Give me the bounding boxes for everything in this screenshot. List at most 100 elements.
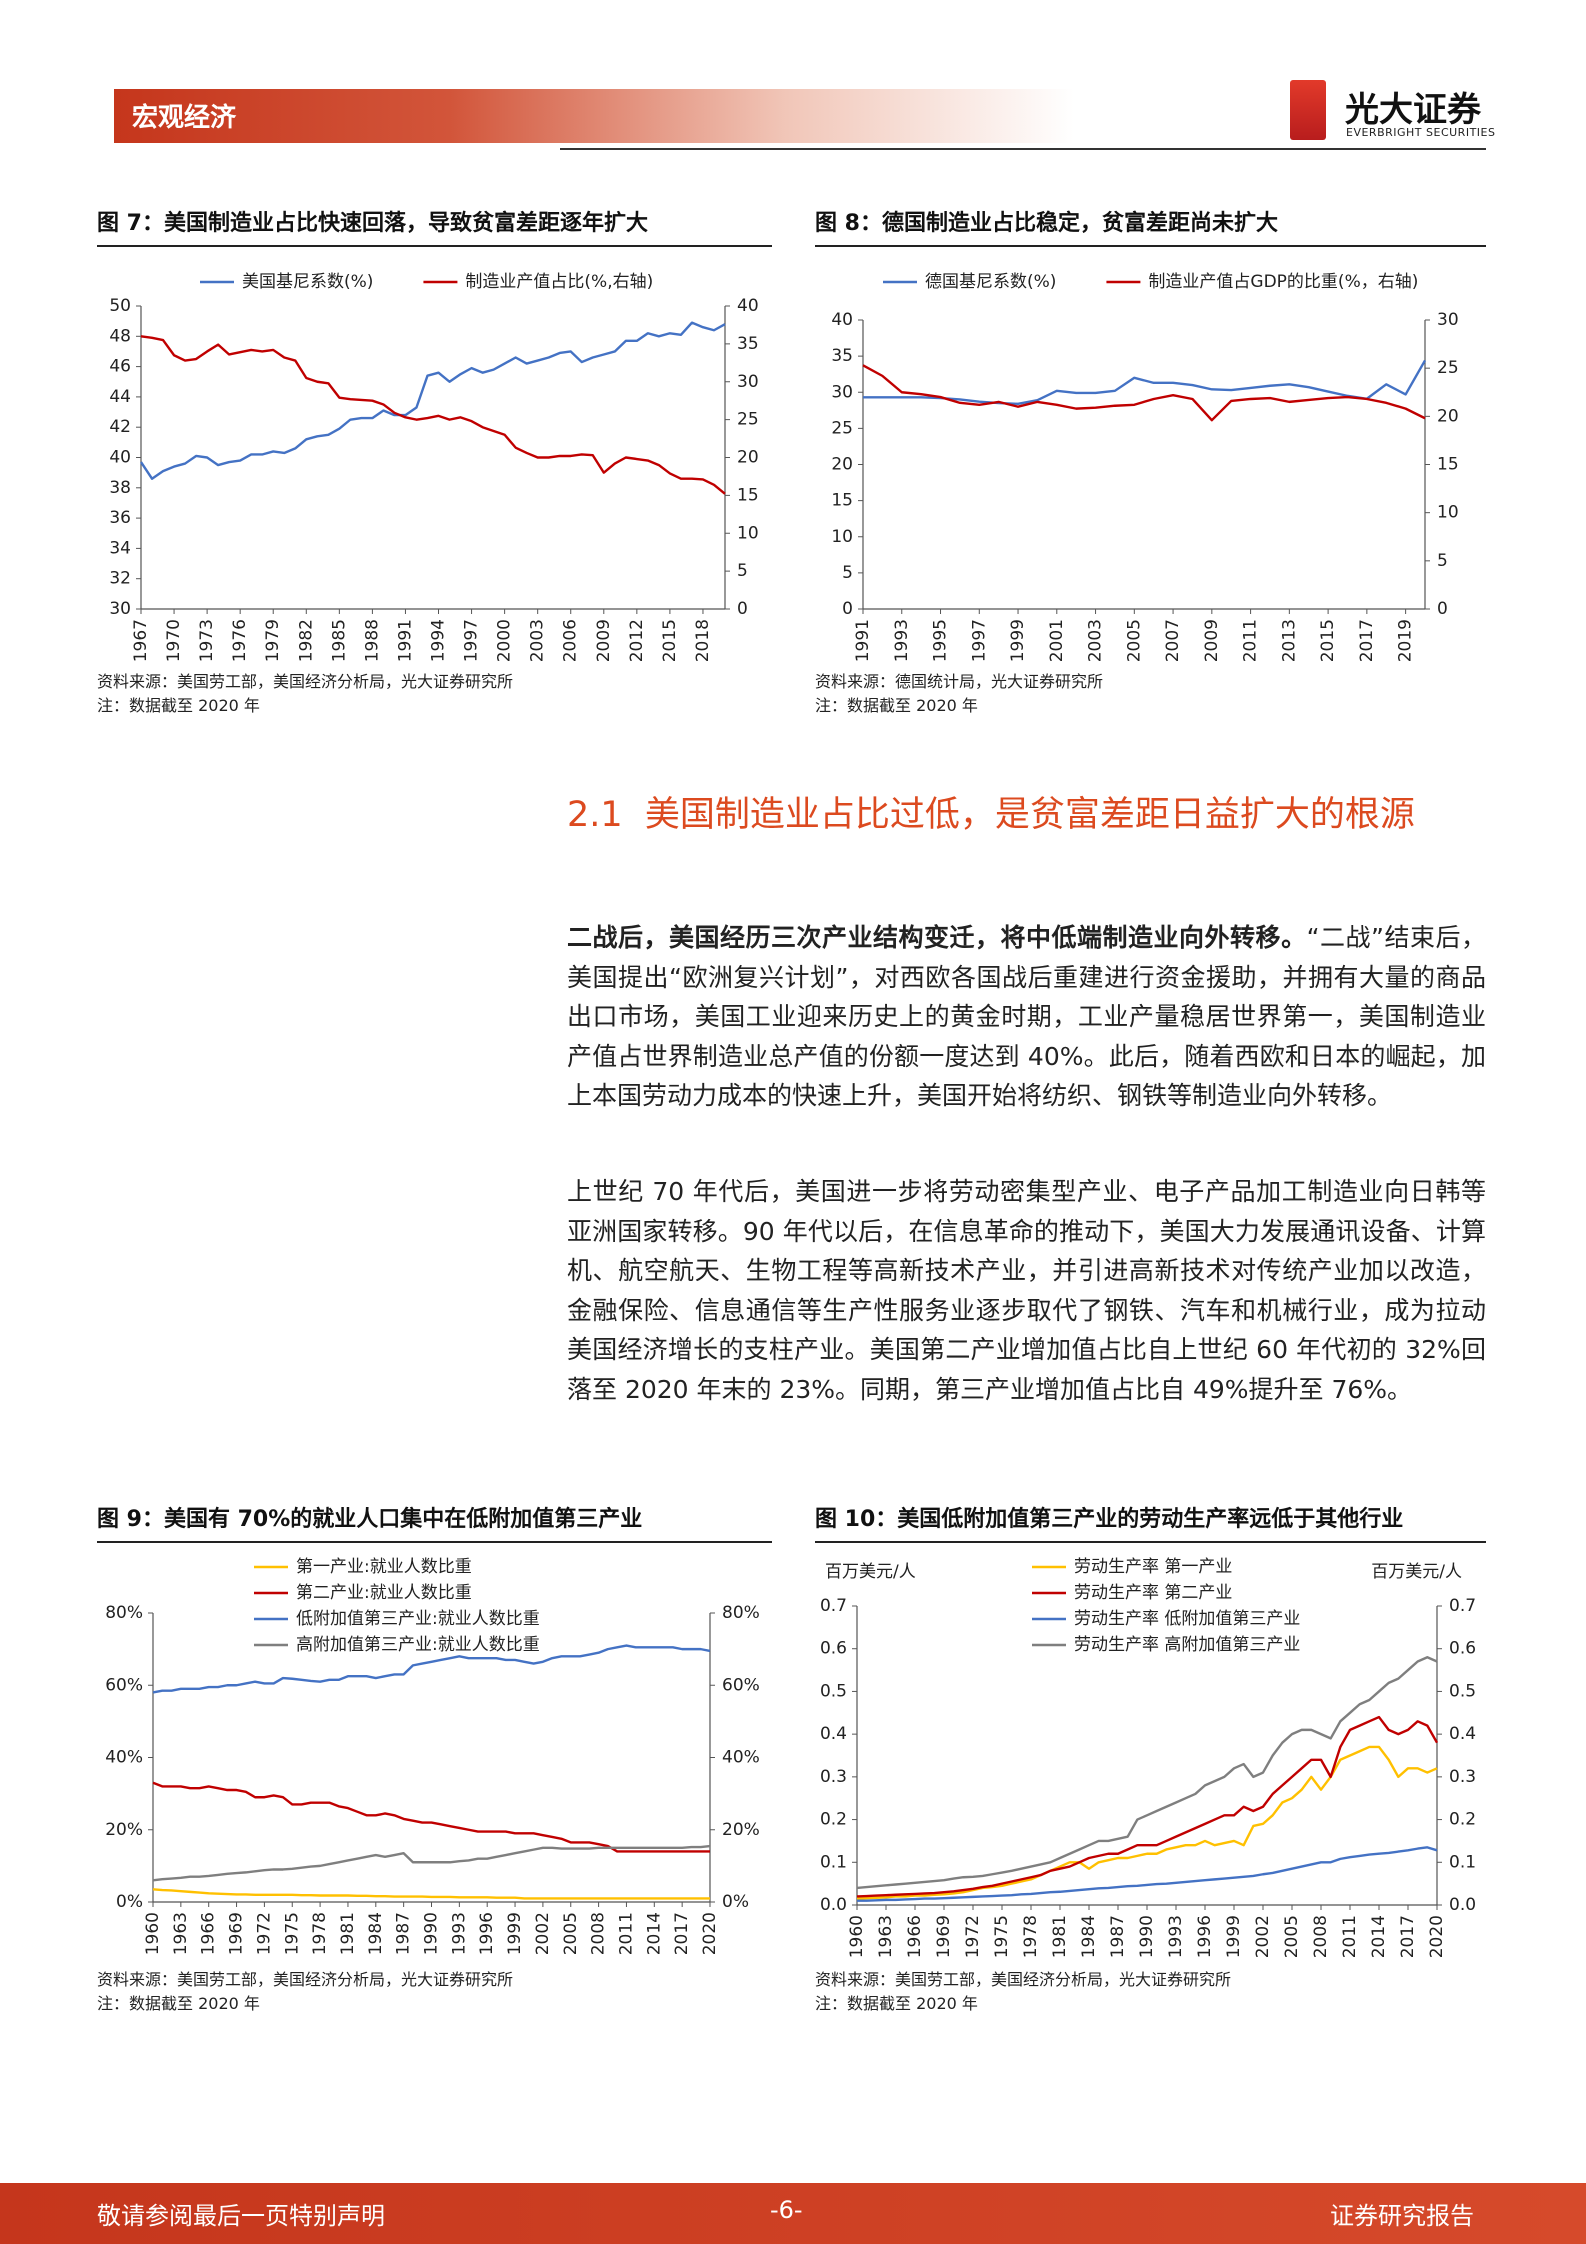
x-tick-label: 1972 (963, 1915, 983, 1958)
series-line (856, 1656, 1438, 1890)
section-heading: 2.1 美国制造业占比过低，是贫富差距日益扩大的根源 (567, 795, 1415, 835)
x-tick-label: 1993 (1166, 1915, 1186, 1958)
x-tick-label: 2017 (1398, 1915, 1418, 1958)
y2-tick-label: 30 (1437, 310, 1459, 330)
series-line (857, 1846, 1438, 1902)
x-tick-label: 1990 (422, 1912, 442, 1955)
chart-note: 注：数据截至 2020 年 (97, 1994, 260, 2013)
x-tick-label: 1981 (338, 1912, 358, 1955)
x-tick-label: 1996 (1195, 1915, 1215, 1958)
y-tick-label: 20 (831, 455, 853, 475)
x-tick-label: 1966 (905, 1915, 925, 1958)
x-tick-label: 1963 (171, 1912, 191, 1955)
y2-tick-label: 0.3 (1449, 1767, 1476, 1787)
y2-tick-label: 5 (737, 561, 748, 581)
x-tick-label: 2011 (1340, 1915, 1360, 1958)
y2-tick-label: 20% (722, 1820, 760, 1840)
y-tick-label: 0% (116, 1892, 143, 1912)
legend-label: 劳动生产率 高附加值第三产业 (1074, 1635, 1300, 1655)
x-tick-label: 1987 (1108, 1915, 1128, 1958)
logo-en: EVERBRIGHT SECURITIES (1346, 126, 1496, 139)
chart-source: 资料来源：美国劳工部，美国经济分析局，光大证券研究所 (97, 1970, 514, 1989)
paragraph: 上世纪 70 年代后，美国进一步将劳动密集型产业、电子产品加工制造业向日韩等亚洲… (567, 1177, 1486, 1404)
y2-tick-label: 30 (737, 372, 759, 392)
x-tick-label: 1999 (505, 1912, 525, 1955)
series-line (863, 359, 1427, 406)
x-tick-label: 1981 (1050, 1915, 1070, 1958)
y-tick-label: 38 (109, 478, 131, 498)
x-tick-label: 1994 (429, 619, 449, 662)
y2-tick-label: 10 (1437, 503, 1459, 523)
y-tick-label: 0.2 (820, 1810, 847, 1830)
x-tick-label: 2003 (528, 619, 548, 662)
y-tick-label: 40 (109, 448, 131, 468)
x-tick-label: 2017 (672, 1912, 692, 1955)
x-tick-label: 1999 (1224, 1915, 1244, 1958)
x-tick-label: 1970 (164, 619, 184, 662)
y2-tick-label: 0.6 (1449, 1639, 1476, 1659)
x-tick-label: 2000 (495, 619, 515, 662)
y-tick-label: 10 (831, 527, 853, 547)
x-tick-label: 2014 (644, 1912, 664, 1955)
y-tick-label: 5 (842, 563, 853, 583)
footer-page: -6- (770, 2196, 803, 2224)
x-tick-label: 1997 (462, 619, 482, 662)
x-tick-label: 2012 (627, 619, 647, 662)
x-tick-label: 2019 (1396, 619, 1416, 662)
x-tick-label: 1984 (1079, 1915, 1099, 1958)
paragraph: 二战后，美国经历三次产业结构变迁，将中低端制造业向外转移。“二战”结束后，美国提… (567, 918, 1486, 1116)
chart-source: 资料来源：美国劳工部，美国经济分析局，光大证券研究所 (815, 1970, 1232, 1989)
x-tick-label: 2001 (1047, 619, 1067, 662)
x-tick-label: 1988 (362, 619, 382, 662)
x-tick-label: 1960 (143, 1912, 163, 1955)
series-line (139, 321, 726, 480)
y-tick-label: 40 (831, 310, 853, 330)
y-tick-label: 20% (105, 1820, 143, 1840)
legend-label: 高附加值第三产业:就业人数比重 (296, 1635, 540, 1655)
legend-label: 美国基尼系数(%) (242, 272, 373, 292)
series-line (856, 1745, 1438, 1900)
y-tick-label: 50 (109, 296, 131, 316)
x-tick-label: 2005 (1124, 619, 1144, 662)
x-tick-label: 2015 (1318, 619, 1338, 662)
x-tick-label: 2011 (616, 1912, 636, 1955)
y2-tick-label: 0.0 (1449, 1895, 1476, 1915)
x-tick-label: 2002 (533, 1912, 553, 1955)
y-tick-label: 0.0 (820, 1895, 847, 1915)
series-line (152, 1844, 711, 1882)
x-tick-label: 2008 (589, 1912, 609, 1955)
series-line (140, 335, 726, 495)
y-tick-label: 15 (831, 491, 853, 511)
footer-doc-type: 证券研究报告 (1330, 2202, 1474, 2230)
x-tick-label: 1972 (254, 1912, 274, 1955)
chart-title: 图 7：美国制造业占比快速回落，导致贫富差距逐年扩大 (97, 205, 772, 247)
legend-label: 制造业产值占比(%,右轴) (465, 272, 653, 292)
legend-label: 德国基尼系数(%) (925, 272, 1056, 292)
y2-tick-label: 25 (737, 410, 759, 430)
x-tick-label: 1982 (296, 619, 316, 662)
y2-tick-label: 0.4 (1449, 1724, 1476, 1744)
y-tick-label: 32 (109, 569, 131, 589)
x-tick-label: 2018 (693, 619, 713, 662)
header-section: 宏观经济 (132, 103, 237, 133)
x-tick-label: 1997 (969, 619, 989, 662)
series-line (152, 1888, 710, 1900)
x-tick-label: 1975 (282, 1912, 302, 1955)
chart-note: 注：数据截至 2020 年 (97, 696, 260, 715)
y-tick-label: 80% (105, 1603, 143, 1623)
y-tick-label: 0.5 (820, 1681, 847, 1701)
legend-label: 劳动生产率 低附加值第三产业 (1074, 1609, 1300, 1629)
legend-label: 劳动生产率 第二产业 (1074, 1583, 1232, 1603)
header-rule (560, 148, 1486, 150)
x-tick-label: 1990 (1137, 1915, 1157, 1958)
y-tick-label: 48 (109, 326, 131, 346)
y2-tick-label: 20 (737, 448, 759, 468)
y-tick-label: 25 (831, 418, 853, 438)
x-tick-label: 1996 (477, 1912, 497, 1955)
y-tick-label: 0.7 (820, 1596, 847, 1616)
logo-cn: 光大证券 (1345, 90, 1481, 130)
y-tick-label: 30 (109, 599, 131, 619)
y2-tick-label: 0.1 (1449, 1852, 1476, 1872)
y-tick-label: 40% (105, 1748, 143, 1768)
